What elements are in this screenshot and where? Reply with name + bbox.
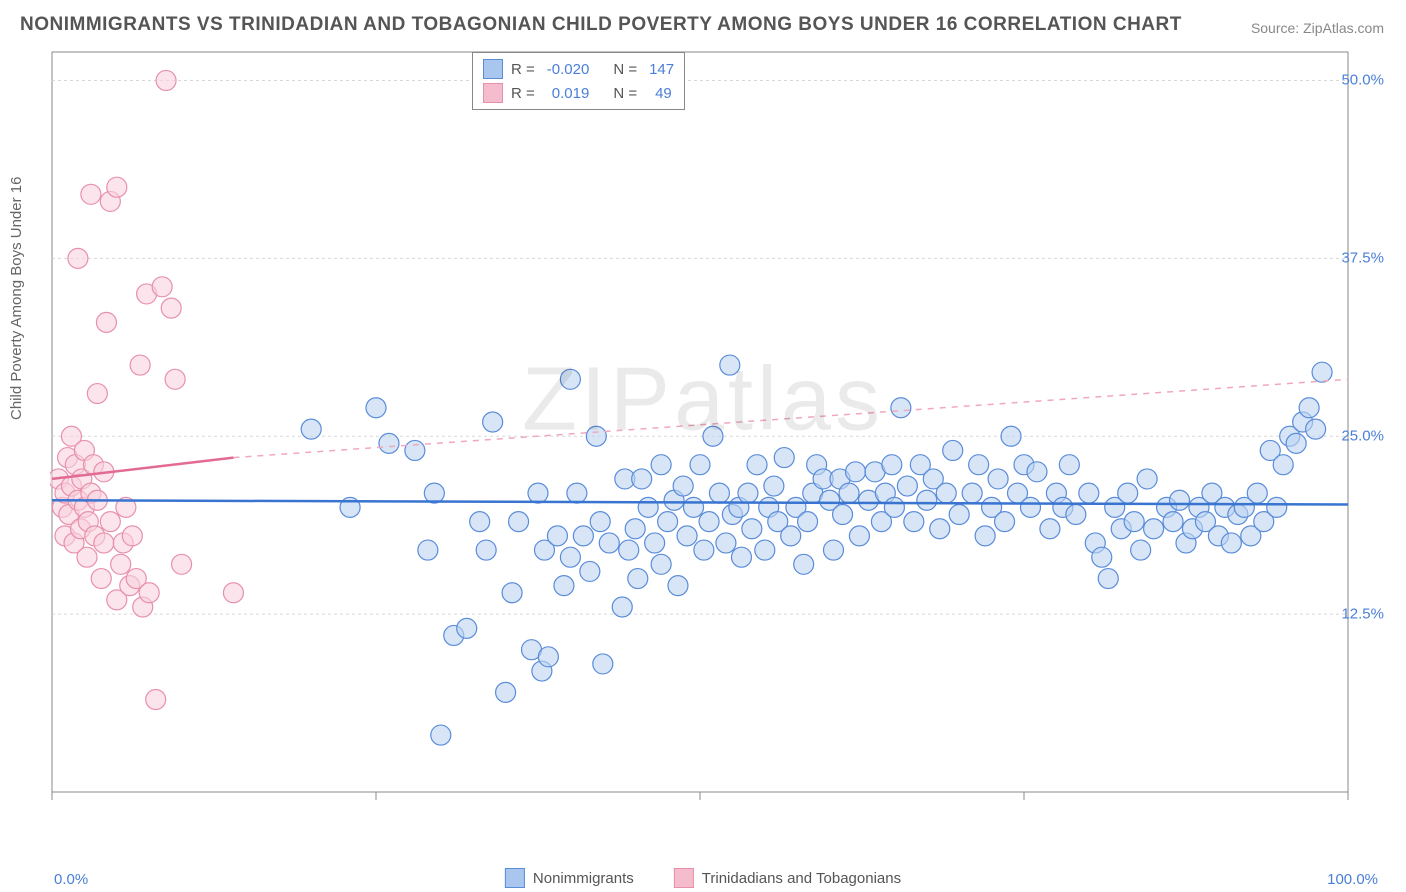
- legend-r-label: R =: [511, 61, 535, 78]
- plot-area: [52, 52, 1348, 792]
- gridlines: [52, 80, 1348, 800]
- legend-n-value: 49: [655, 85, 672, 102]
- series-legend-item: Nonimmigrants: [505, 868, 634, 888]
- y-tick-label: 25.0%: [1341, 428, 1384, 445]
- legend-n-value: 147: [649, 61, 674, 78]
- series-label: Trinidadians and Tobagonians: [702, 870, 901, 887]
- chart-source: Source: ZipAtlas.com: [1251, 20, 1384, 36]
- stats-legend: R = -0.020 N = 147 R = 0.019 N = 49: [472, 52, 685, 110]
- legend-r-value: 0.019: [552, 85, 590, 102]
- legend-r-label: R =: [511, 85, 535, 102]
- x-tick-label: 0.0%: [54, 871, 88, 888]
- series-label: Nonimmigrants: [533, 870, 634, 887]
- y-tick-label: 12.5%: [1341, 606, 1384, 623]
- blue-series-points: [301, 355, 1332, 745]
- series-legend-item: Trinidadians and Tobagonians: [674, 868, 901, 888]
- y-tick-label: 37.5%: [1341, 250, 1384, 267]
- chart-title: NONIMMIGRANTS VS TRINIDADIAN AND TOBAGON…: [20, 14, 1182, 36]
- y-axis-title: Child Poverty Among Boys Under 16: [8, 177, 25, 420]
- legend-swatch-pink: [674, 868, 694, 888]
- y-tick-label: 50.0%: [1341, 72, 1384, 89]
- scatter-chart: [50, 50, 1370, 820]
- legend-n-label: N =: [613, 85, 637, 102]
- series-legend: Nonimmigrants Trinidadians and Tobagonia…: [505, 868, 901, 888]
- stats-legend-row: R = 0.019 N = 49: [483, 81, 674, 105]
- x-tick-label: 100.0%: [1327, 871, 1378, 888]
- legend-swatch-blue: [505, 868, 525, 888]
- legend-swatch-pink: [483, 83, 503, 103]
- stats-legend-row: R = -0.020 N = 147: [483, 57, 674, 81]
- legend-r-value: -0.020: [547, 61, 590, 78]
- legend-n-label: N =: [613, 61, 637, 78]
- legend-swatch-blue: [483, 59, 503, 79]
